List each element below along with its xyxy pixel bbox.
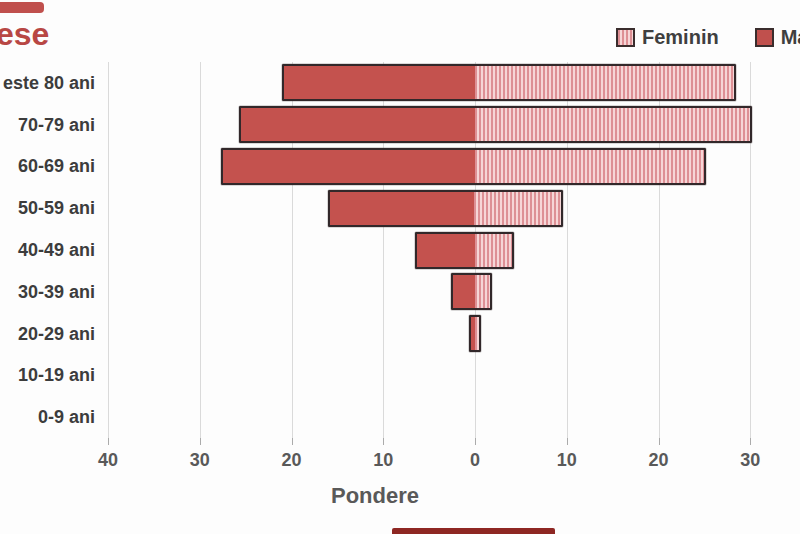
gridline [108,62,109,438]
pyramid-bar-row [328,190,563,227]
bar-feminin [475,234,512,267]
bar-feminin [474,192,561,225]
bar-feminin [475,317,479,350]
bar-masculin [241,108,475,141]
legend-item-feminin: Feminin [616,26,719,49]
pyramid-bar-row [221,148,706,185]
legend-label-feminin: Feminin [642,26,719,49]
y-axis-label: 30-39 ani [0,281,95,303]
axis-tick [750,438,751,445]
axis-tick [383,438,384,445]
y-axis-label: 60-69 ani [0,155,95,177]
axis-tick [567,438,568,445]
y-axis-label: 0-9 ani [0,406,95,428]
pyramid-bar-row [239,106,752,143]
x-tick-label: 30 [715,450,785,471]
axis-tick [475,438,476,445]
x-tick-label: 20 [257,450,327,471]
x-tick-label: 20 [624,450,694,471]
y-axis-label: 50-59 ani [0,197,95,219]
pyramid-bar-row [469,315,482,352]
chart-plot-area [100,62,800,438]
population-pyramid-page: ese Feminin Ma este 80 ani 70-79 ani 60-69… [0,0,800,534]
y-axis-label: 70-79 ani [0,114,95,136]
bar-masculin [417,234,474,267]
x-axis-title: Pondere [275,483,475,509]
y-axis-label: 40-49 ani [0,239,95,261]
legend-label-masculin: Ma [781,26,800,49]
bar-masculin [453,275,475,308]
bar-feminin [475,150,704,183]
bar-feminin [475,275,491,308]
bar-masculin [330,192,474,225]
gridline [200,62,201,438]
feminin-swatch-icon [616,28,635,47]
x-tick-label: 0 [440,450,510,471]
page-title-fragment: ese [0,16,49,53]
chart-legend: Feminin Ma [616,26,800,49]
axis-tick [659,438,660,445]
cropped-bottom-element-fragment [392,528,555,534]
pyramid-bar-row [451,273,492,310]
legend-item-masculin: Ma [755,26,800,49]
pyramid-bar-row [282,64,736,101]
cropped-title-underline-fragment [0,2,44,13]
x-tick-label: 30 [165,450,235,471]
axis-tick [292,438,293,445]
y-axis-label: 20-29 ani [0,323,95,345]
bar-feminin [475,108,750,141]
x-tick-label: 10 [532,450,602,471]
x-tick-label: 40 [73,450,143,471]
bar-masculin [284,66,475,99]
masculin-swatch-icon [755,28,774,47]
y-axis-label: 10-19 ani [0,364,95,386]
axis-tick [200,438,201,445]
axis-tick [108,438,109,445]
pyramid-bar-row [415,232,513,269]
x-tick-label: 10 [348,450,418,471]
y-axis-label: este 80 ani [0,72,95,94]
bar-feminin [475,66,734,99]
bar-masculin [223,150,475,183]
